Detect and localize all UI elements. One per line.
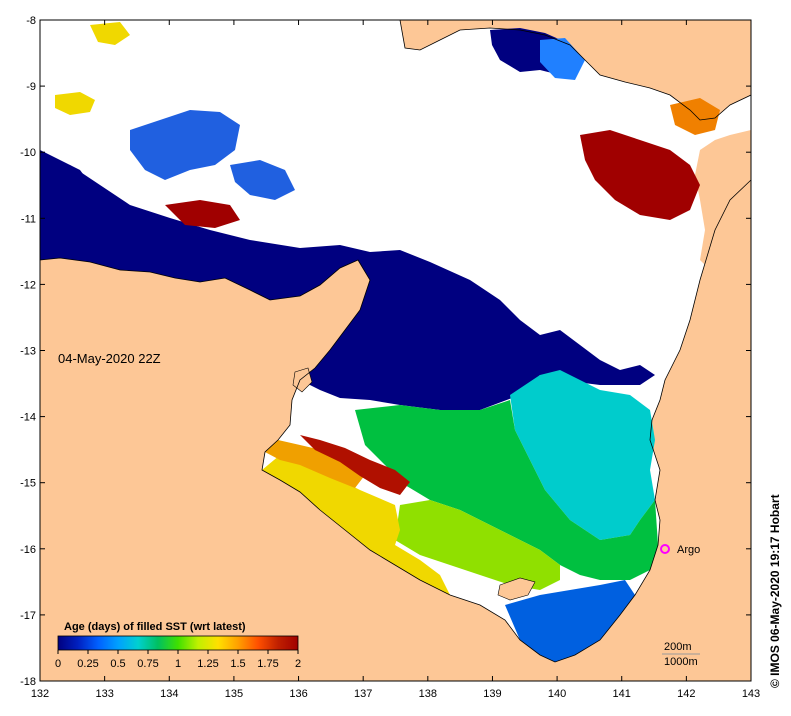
land-cape-york-east [695, 130, 751, 270]
y-tick-label: -15 [20, 478, 36, 490]
y-tick-label: -12 [20, 279, 36, 291]
legend-title: Age (days) of filled SST (wrt latest) [64, 621, 246, 633]
x-tick-label: 135 [225, 688, 243, 700]
sst-age-yellow-nw-2 [55, 92, 95, 115]
sst-age-blue-south [505, 580, 635, 662]
x-tick-label: 143 [742, 688, 760, 700]
legend-tick-label: 0.5 [110, 658, 125, 670]
land-papua [400, 20, 751, 120]
x-tick-label: 133 [95, 688, 113, 700]
sst-age-orange [265, 440, 365, 488]
sst-age-blue-north-2 [230, 160, 295, 200]
sst-age-2 [300, 435, 410, 495]
y-tick-label: -9 [26, 81, 36, 93]
coastline [40, 179, 751, 663]
land-mornington [497, 577, 536, 601]
map-date-label: 04-May-2020 22Z [58, 351, 161, 366]
y-tick-label: -10 [20, 147, 36, 159]
sst-age-1-75 [262, 455, 450, 595]
legend-ticks: 0 0.25 0.5 0.75 1 1.25 1.5 1.75 2 [55, 650, 301, 670]
y-tick-label: -16 [20, 544, 36, 556]
sst-age-0-upper-left [40, 150, 95, 200]
sst-age-red-w [165, 200, 240, 228]
x-tick-label: 139 [483, 688, 501, 700]
x-tick-label: 142 [677, 688, 695, 700]
sst-age-1-25 [355, 400, 658, 580]
sst-age-1-5 [395, 500, 560, 590]
y-tick-label: -8 [26, 15, 36, 27]
depth-key-200m: 200m [664, 641, 692, 653]
legend-tick-label: 0.75 [137, 658, 158, 670]
depth-key: 200m 1000m [662, 641, 700, 668]
land-arnhem [40, 180, 751, 681]
x-tick-label: 136 [289, 688, 307, 700]
sst-age-yellow-nw [90, 22, 130, 45]
sst-age-orange-ne [670, 98, 720, 135]
y-tick-label: -14 [20, 412, 36, 424]
y-tick-label: -17 [20, 610, 36, 622]
x-tick-label: 140 [548, 688, 566, 700]
sst-age-2-ne [580, 130, 700, 220]
y-tick-label: -13 [20, 346, 36, 358]
y-tick-label: -11 [21, 213, 36, 225]
x-tick-label: 141 [613, 688, 631, 700]
x-axis: 132 133 134 135 136 137 138 139 140 141 142 143 [31, 20, 760, 700]
x-tick-label: 138 [419, 688, 437, 700]
x-tick-label: 132 [31, 688, 49, 700]
credit-text: © IMOS 06-May-2020 19:17 Hobart [768, 494, 782, 688]
y-axis: -8 -9 -10 -11 -12 -13 -14 -15 -16 -17 -18 [20, 15, 751, 688]
legend-tick-label: 1 [175, 658, 181, 670]
legend-tick-label: 0.25 [77, 658, 98, 670]
argo-label: Argo [677, 544, 700, 556]
legend-tick-label: 1.25 [197, 658, 218, 670]
sst-age-1 [510, 370, 655, 540]
x-tick-label: 137 [354, 688, 372, 700]
legend-tick-label: 1.75 [257, 658, 278, 670]
map-layers [40, 20, 751, 681]
sst-age-blue-north [130, 110, 240, 180]
legend-tick-label: 2 [295, 658, 301, 670]
legend-colorbar [57, 635, 299, 651]
coastline-north [399, 20, 751, 121]
legend-tick-label: 0 [55, 658, 61, 670]
y-tick-label: -18 [20, 676, 36, 688]
x-tick-label: 134 [160, 688, 178, 700]
depth-key-1000m: 1000m [664, 656, 698, 668]
legend-tick-label: 1.5 [230, 658, 245, 670]
argo-marker[interactable]: Argo [660, 544, 700, 556]
argo-icon[interactable] [660, 544, 670, 554]
sst-age-0 [40, 160, 655, 410]
